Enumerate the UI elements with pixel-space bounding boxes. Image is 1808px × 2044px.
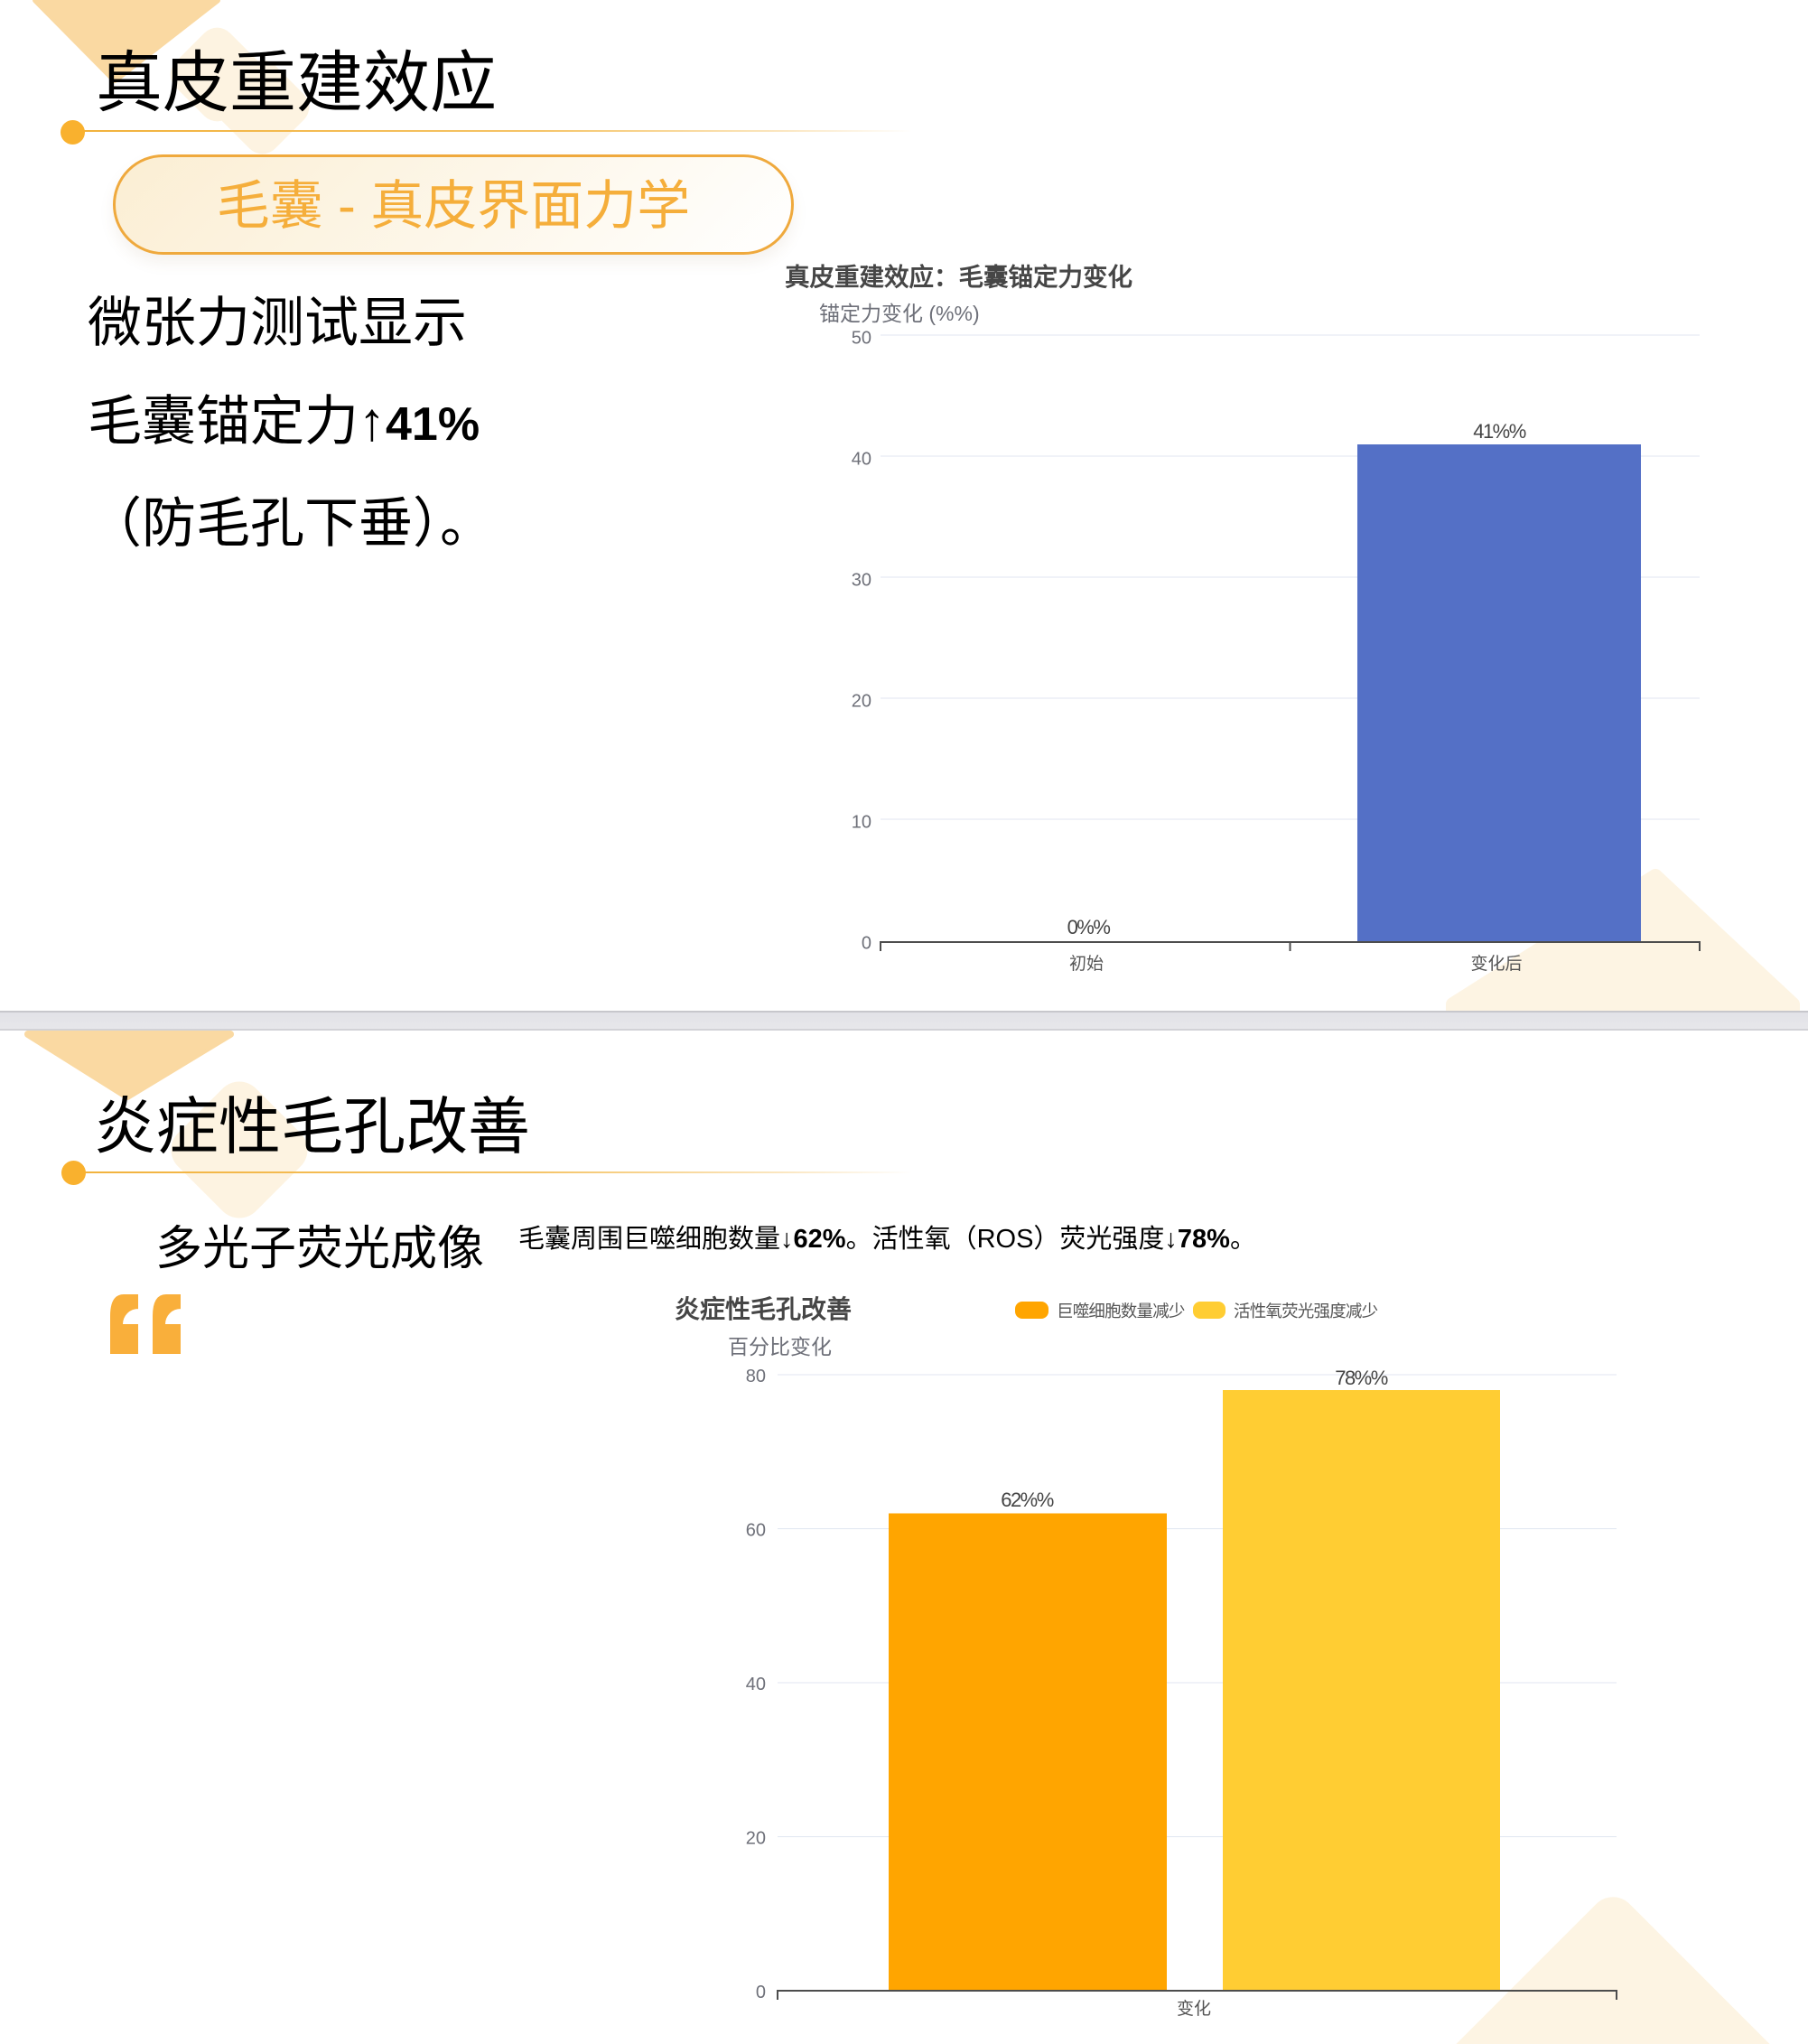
svg-text:40: 40 — [852, 450, 871, 470]
svg-text:78%%: 78%% — [1335, 1367, 1388, 1389]
svg-text:30: 30 — [852, 571, 871, 591]
svg-text:锚定力变化 (%%): 锚定力变化 (%%) — [819, 302, 980, 325]
svg-text:变化后: 变化后 — [1470, 954, 1522, 974]
svg-text:活性氧荧光强度减少: 活性氧荧光强度减少 — [1234, 1302, 1378, 1321]
svg-text:40: 40 — [746, 1675, 766, 1694]
svg-text:0: 0 — [862, 934, 871, 954]
svg-text:62%%: 62%% — [1001, 1489, 1054, 1511]
svg-text:50: 50 — [852, 329, 871, 349]
svg-text:80: 80 — [746, 1367, 766, 1386]
svg-text:百分比变化: 百分比变化 — [728, 1335, 832, 1358]
svg-text:0: 0 — [756, 1983, 766, 2002]
svg-text:20: 20 — [746, 1829, 766, 1849]
svg-text:0%%: 0%% — [1067, 916, 1111, 938]
svg-text:炎症性毛孔改善: 炎症性毛孔改善 — [675, 1295, 852, 1323]
svg-text:41%%: 41%% — [1473, 420, 1526, 443]
svg-text:变化: 变化 — [1177, 1999, 1211, 2019]
svg-text:初始: 初始 — [1069, 954, 1104, 974]
svg-text:巨噬细胞数量减少: 巨噬细胞数量减少 — [1057, 1302, 1185, 1321]
svg-text:真皮重建效应：毛囊锚定力变化: 真皮重建效应：毛囊锚定力变化 — [785, 263, 1132, 291]
svg-text:10: 10 — [852, 813, 871, 833]
svg-text:20: 20 — [852, 692, 871, 712]
svg-text:60: 60 — [746, 1521, 766, 1541]
